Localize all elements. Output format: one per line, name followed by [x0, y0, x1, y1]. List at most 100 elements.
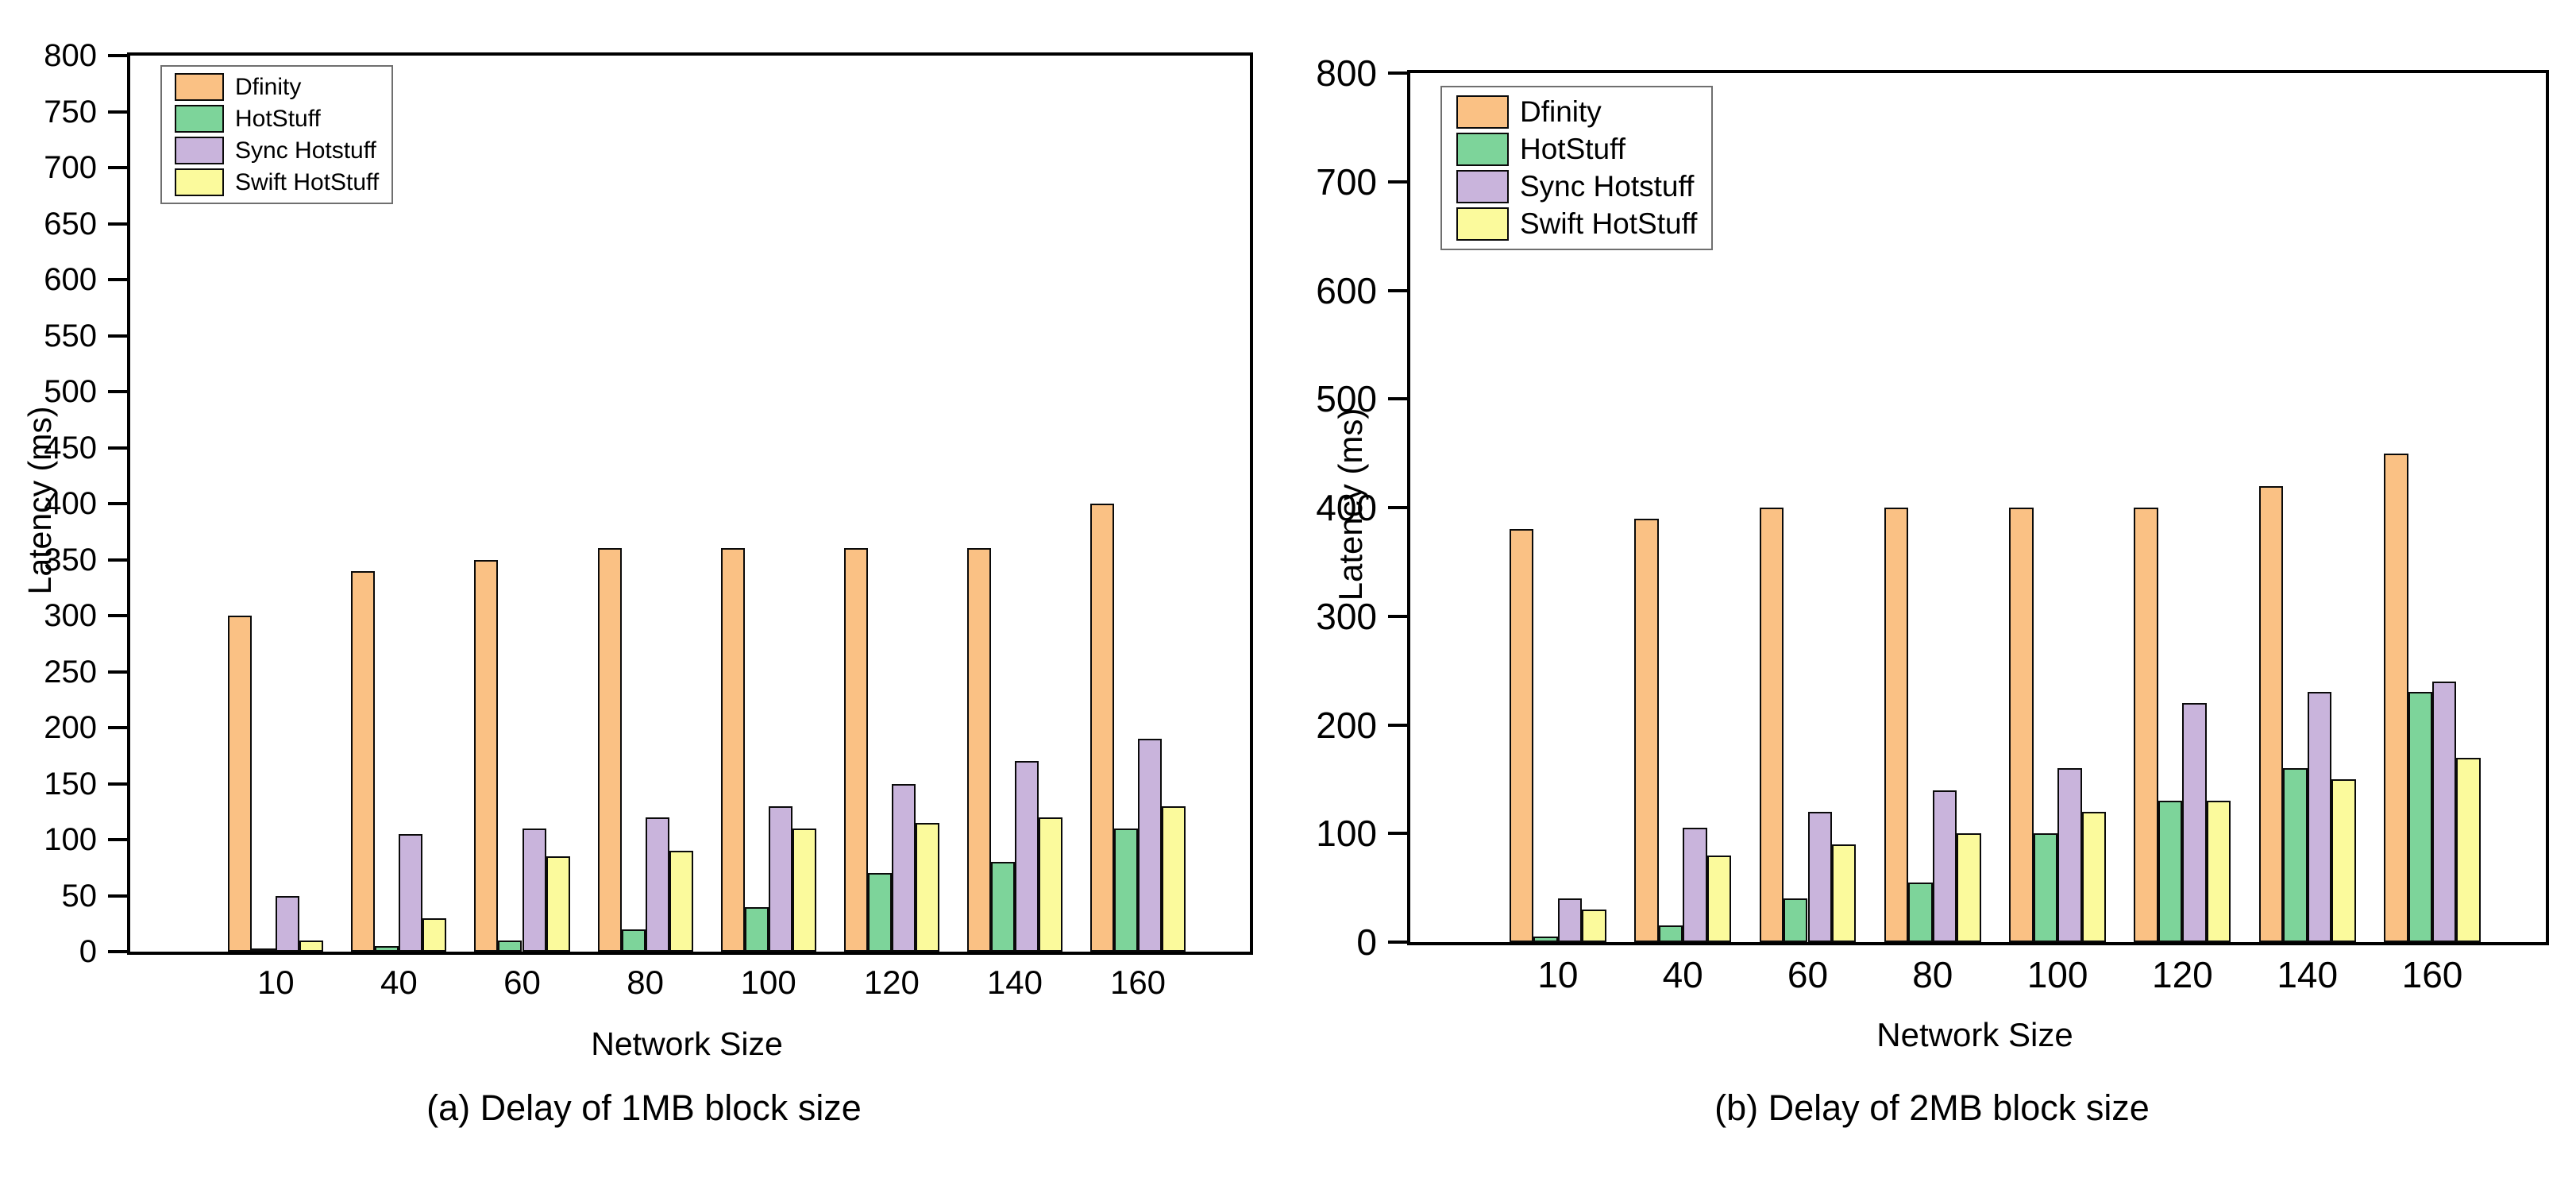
- chart-caption: (a) Delay of 1MB block size: [426, 1087, 862, 1128]
- legend-swatch-icon: [175, 105, 224, 133]
- y-axis-tick: [1388, 941, 1407, 944]
- bar-sync-hotstuff: [1683, 828, 1707, 942]
- legend-swatch-icon: [1456, 95, 1509, 129]
- bar-sync-hotstuff: [399, 833, 423, 952]
- bar-sync-hotstuff: [768, 805, 792, 952]
- bar-sync-hotstuff: [522, 828, 546, 952]
- x-tick-label: 140: [986, 964, 1043, 1001]
- y-tick-label: 150: [44, 766, 97, 802]
- bar-swift-hotstuff: [2456, 757, 2481, 942]
- y-tick-label: 600: [1316, 269, 1377, 311]
- bar-hotstuff: [2283, 768, 2308, 942]
- y-tick-label: 800: [1316, 52, 1377, 94]
- legend-item: Swift HotStuff: [175, 168, 379, 196]
- y-tick-label: 0: [79, 934, 97, 969]
- bar-sync-hotstuff: [2182, 703, 2207, 942]
- bar-dfinity: [2384, 453, 2408, 942]
- plot-area: 0 100 200 300 400 500 600 700 800 10 40 60 80 100 120 1…: [1316, 55, 2549, 993]
- bar-dfinity: [2134, 508, 2158, 942]
- chart-2mb-delay: Latency (ms) 0 100 200 300 400 500 600 700 800 10…: [1288, 0, 2576, 1182]
- y-tick-label: 400: [44, 486, 97, 521]
- legend-label: Sync Hotstuff: [1520, 169, 1695, 203]
- y-axis-tick: [1388, 723, 1407, 727]
- y-axis-tick: [1388, 71, 1407, 75]
- legend-label: Dfinity: [1520, 95, 1602, 128]
- bar-hotstuff: [498, 940, 523, 952]
- bar-dfinity: [1509, 529, 1534, 942]
- y-tick-label: 400: [1316, 487, 1377, 528]
- legend-swatch-icon: [175, 137, 224, 164]
- chart-caption: (b) Delay of 2MB block size: [1714, 1087, 2150, 1128]
- y-axis-tick: [108, 614, 127, 617]
- y-axis-tick: [108, 558, 127, 562]
- legend-item: Sync Hotstuff: [175, 137, 379, 164]
- y-axis-tick: [108, 446, 127, 450]
- legend-swatch-icon: [175, 73, 224, 101]
- y-axis-tick: [1388, 180, 1407, 183]
- bar-swift-hotstuff: [2206, 801, 2231, 942]
- x-tick-label: 120: [2152, 954, 2213, 995]
- bar-swift-hotstuff: [792, 828, 816, 952]
- bar-swift-hotstuff: [1957, 833, 1981, 942]
- x-tick-label: 140: [2277, 954, 2339, 995]
- bar-dfinity: [1089, 504, 1114, 952]
- x-tick-label: 160: [1109, 964, 1167, 1001]
- bar-hotstuff: [2408, 692, 2432, 942]
- y-tick-label: 100: [1316, 813, 1377, 855]
- bar-dfinity: [351, 570, 376, 952]
- y-axis-tick: [108, 54, 127, 57]
- legend-label: HotStuff: [1520, 132, 1626, 165]
- y-tick-label: 300: [44, 598, 97, 633]
- bar-sync-hotstuff: [2307, 692, 2332, 942]
- bar-sync-hotstuff: [2057, 768, 2082, 942]
- bar-hotstuff: [990, 862, 1015, 952]
- x-axis-title: Network Size: [591, 1026, 783, 1062]
- bar-dfinity: [2258, 485, 2284, 942]
- x-tick-label: 40: [1662, 954, 1703, 995]
- legend-item: Dfinity: [1456, 95, 1697, 129]
- bar-sync-hotstuff: [1807, 811, 1832, 942]
- y-axis-tick: [108, 222, 127, 226]
- y-tick-label: 700: [1316, 160, 1377, 203]
- legend-item: HotStuff: [175, 105, 379, 133]
- legend-item: Dfinity: [175, 73, 379, 101]
- bar-sync-hotstuff: [1014, 761, 1039, 952]
- bar-swift-hotstuff: [915, 822, 939, 952]
- x-tick-label: 10: [1537, 954, 1579, 995]
- bar-sync-hotstuff: [645, 817, 669, 952]
- bar-dfinity: [1634, 518, 1659, 942]
- legend: Dfinity HotStuff Sync Hotstuff Swift HotStu…: [160, 65, 394, 204]
- y-axis-tick: [1388, 614, 1407, 618]
- y-tick-label: 450: [44, 430, 97, 465]
- bar-hotstuff: [621, 929, 646, 952]
- y-tick-label: 200: [44, 710, 97, 745]
- bar-swift-hotstuff: [2331, 778, 2356, 942]
- y-axis-tick: [108, 166, 127, 169]
- legend-item: HotStuff: [1456, 133, 1697, 166]
- bar-dfinity: [2009, 508, 2034, 942]
- bar-dfinity: [474, 559, 499, 952]
- bar-dfinity: [966, 548, 991, 952]
- bar-sync-hotstuff: [891, 783, 916, 952]
- bar-dfinity: [843, 548, 868, 952]
- bar-hotstuff: [375, 945, 399, 952]
- bar-swift-hotstuff: [1162, 805, 1186, 952]
- bar-swift-hotstuff: [2081, 811, 2106, 942]
- y-axis-tick: [108, 334, 127, 338]
- legend-label: HotStuff: [235, 106, 321, 132]
- bar-dfinity: [597, 548, 622, 952]
- y-axis-tick: [108, 670, 127, 674]
- y-axis-tick: [1388, 506, 1407, 509]
- bar-hotstuff: [867, 873, 892, 952]
- bar-hotstuff: [1908, 882, 1933, 942]
- bar-dfinity: [720, 548, 745, 952]
- legend-swatch-icon: [1456, 207, 1509, 241]
- x-axis-title: Network Size: [1876, 1016, 2073, 1053]
- y-tick-label: 100: [44, 822, 97, 857]
- x-tick-label: 60: [503, 964, 541, 1001]
- x-tick-label: 40: [380, 964, 418, 1001]
- legend-label: Sync Hotstuff: [235, 137, 376, 164]
- x-tick-label: 100: [2026, 954, 2088, 995]
- bar-swift-hotstuff: [422, 917, 447, 952]
- legend-label: Swift HotStuff: [1520, 207, 1698, 240]
